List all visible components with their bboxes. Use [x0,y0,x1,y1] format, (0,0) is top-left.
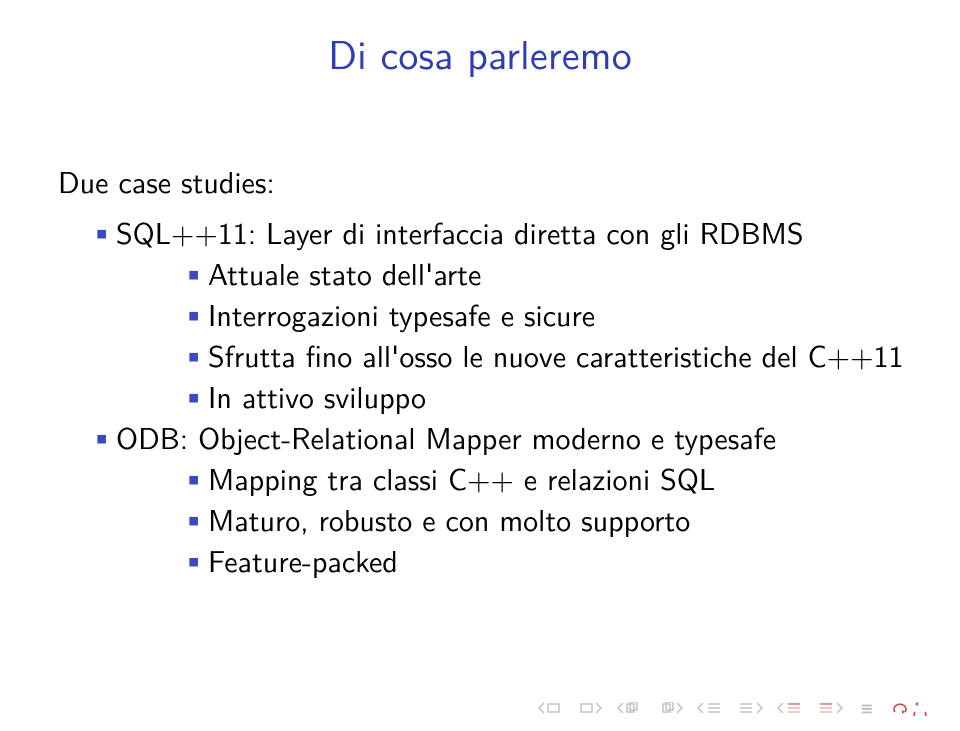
list-item-label: Maturo, robusto e con molto supporto [208,497,690,541]
forward-subsection-icon[interactable] [816,699,844,717]
bullet-list: SQL++11: Layer di interfaccia diretta co… [58,213,908,580]
list-item: Feature-packed [182,541,908,580]
list-item: Attuale stato dell'arte [182,254,908,293]
list-item-label: Feature-packed [208,538,398,582]
list-item-label: Interrogazioni typesafe e sicure [208,292,595,336]
list-item: Maturo, robusto e con molto supporto [182,500,908,539]
sub-list: Mapping tra classi C++ e relazioni SQL M… [116,459,908,580]
slide: Di cosa parleremo Due case studies: SQL+… [0,0,960,731]
list-item: Interrogazioni typesafe e sicure [182,295,908,334]
list-item: Mapping tra classi C++ e relazioni SQL [182,459,908,498]
list-item: Sfrutta fino all'osso le nuove caratteri… [182,336,908,375]
list-item: SQL++11: Layer di interfaccia diretta co… [90,213,908,416]
back-subsection-icon[interactable] [776,699,804,717]
forward-frame-icon[interactable] [656,699,684,717]
list-item-label: In attivo sviluppo [208,374,426,418]
list-item-label: ODB: Object-Relational Mapper moderno e … [116,415,776,459]
list-item: ODB: Object-Relational Mapper moderno e … [90,418,908,580]
intro-text: Due case studies: [58,162,908,201]
loop-icon[interactable] [888,699,932,717]
nav-bar: ≡ [536,697,932,719]
slide-title: Di cosa parleremo [0,24,960,82]
list-item-label: Sfrutta fino all'osso le nuove caratteri… [208,333,904,377]
sub-list: Attuale stato dell'arte Interrogazioni t… [116,254,908,416]
list-item-label: Attuale stato dell'arte [208,251,481,295]
back-section-icon[interactable] [696,699,724,717]
back-slide-icon[interactable] [536,699,564,717]
back-frame-icon[interactable] [616,699,644,717]
list-item: In attivo sviluppo [182,377,908,416]
list-item-label: SQL++11: Layer di interfaccia diretta co… [116,210,804,254]
forward-slide-icon[interactable] [576,699,604,717]
forward-section-icon[interactable] [736,699,764,717]
menu-icon[interactable]: ≡ [860,700,874,716]
list-item-label: Mapping tra classi C++ e relazioni SQL [208,456,715,500]
slide-content: Due case studies: SQL++11: Layer di inte… [58,162,908,582]
